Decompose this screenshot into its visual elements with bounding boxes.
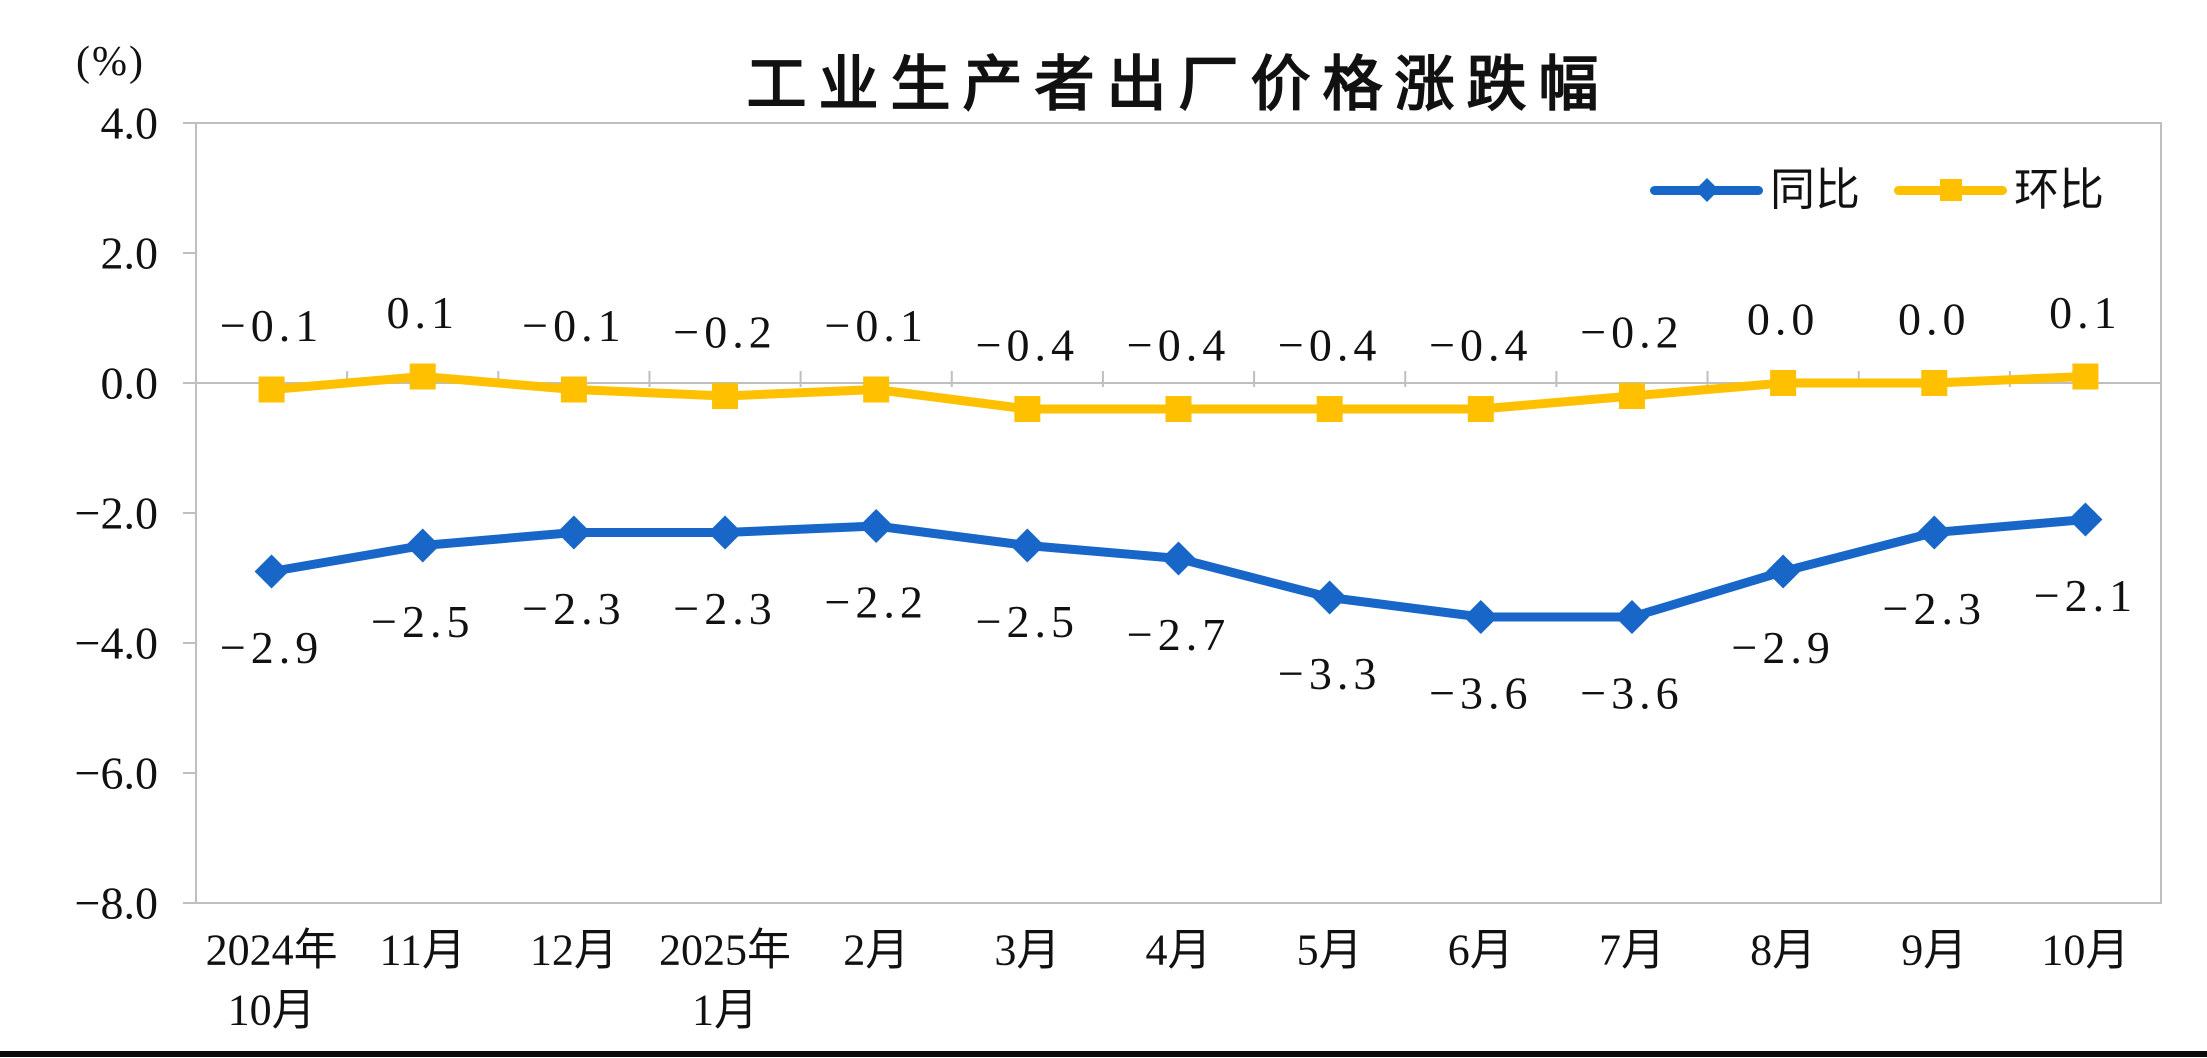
data-label-yoy: −2.5 — [371, 596, 474, 647]
data-label-mom: −0.1 — [824, 300, 927, 351]
legend-item-yoy: 同比 — [1650, 166, 1860, 214]
y-axis-tick-label: −6.0 — [75, 748, 158, 799]
x-axis-category-label: 12月 — [530, 926, 618, 975]
data-label-yoy: −3.6 — [1580, 668, 1683, 719]
data-label-mom: 0.1 — [2049, 287, 2122, 338]
x-axis-category-label: 5月 — [1297, 926, 1363, 975]
data-label-mom: −0.1 — [522, 300, 625, 351]
x-axis-category-label: 2月 — [843, 926, 909, 975]
series-marker-mom — [863, 376, 890, 403]
x-axis-category-label: 2024年 — [206, 926, 338, 975]
data-label-mom: 0.0 — [1898, 294, 1971, 345]
x-axis-category-label: 8月 — [1750, 926, 1816, 975]
series-marker-mom — [1618, 383, 1645, 409]
data-label-yoy: −2.3 — [673, 583, 776, 634]
legend-label-yoy: 同比 — [1770, 165, 1861, 215]
series-marker-yoy — [405, 528, 440, 563]
y-axis-tick-label: −8.0 — [75, 878, 158, 929]
x-axis-category-label: 3月 — [994, 926, 1060, 975]
data-label-yoy: −2.3 — [522, 583, 625, 634]
legend-diamond-icon — [1694, 177, 1719, 203]
y-axis-unit-label: (%) — [76, 39, 145, 85]
series-marker-yoy — [1917, 515, 1952, 550]
series-marker-mom — [1165, 396, 1192, 422]
series-marker-yoy — [1161, 541, 1196, 576]
series-marker-mom — [258, 376, 285, 403]
data-label-mom: −0.4 — [1429, 320, 1532, 371]
series-marker-mom — [1467, 396, 1494, 422]
legend-line-yoy — [1650, 177, 1763, 203]
series-marker-mom — [1014, 396, 1041, 422]
series-marker-yoy — [1614, 600, 1649, 634]
x-axis-category-label: 6月 — [1448, 926, 1514, 975]
x-axis-category-label: 9月 — [1901, 926, 1967, 975]
data-label-yoy: −3.3 — [1278, 648, 1381, 699]
data-label-mom: 0.0 — [1747, 294, 1820, 345]
series-marker-mom — [2072, 363, 2099, 390]
series-marker-yoy — [254, 554, 289, 589]
x-axis-category-label: 10月 — [228, 986, 316, 1035]
series-marker-mom — [1316, 396, 1343, 422]
plot-border — [195, 122, 2162, 904]
y-axis-tick-label: 2.0 — [101, 228, 159, 279]
data-label-yoy: −2.2 — [824, 577, 927, 628]
x-axis-category-label: 2025年 — [659, 926, 791, 975]
data-label-yoy: −2.9 — [220, 622, 323, 673]
data-label-mom: −0.4 — [1278, 320, 1381, 371]
legend: 同比 环比 — [1650, 166, 2104, 214]
x-axis-category-label: 10月 — [2041, 926, 2129, 975]
series-marker-yoy — [1766, 554, 1801, 589]
data-label-mom: −0.4 — [976, 320, 1079, 371]
x-axis-category-label: 1月 — [692, 986, 758, 1035]
legend-line-mom — [1894, 179, 2008, 201]
y-axis-tick-label: −2.0 — [75, 488, 158, 539]
series-marker-mom — [712, 383, 739, 409]
data-label-yoy: −2.5 — [976, 596, 1079, 647]
y-axis-tick-label: −4.0 — [75, 618, 158, 669]
chart-title: 工业生产者出厂价格涨跌幅 — [746, 52, 1611, 118]
legend-item-mom: 环比 — [1894, 166, 2104, 214]
data-label-mom: −0.4 — [1127, 320, 1230, 371]
series-marker-mom — [409, 363, 436, 390]
series-marker-yoy — [708, 515, 743, 550]
y-axis-tick-label: 0.0 — [101, 358, 159, 409]
series-marker-mom — [1921, 370, 1948, 396]
data-label-mom: 0.1 — [386, 287, 459, 338]
x-axis-category-label: 4月 — [1146, 926, 1212, 975]
series-marker-yoy — [1312, 580, 1347, 615]
series-marker-mom — [1770, 370, 1797, 396]
series-marker-mom — [560, 376, 587, 403]
legend-square-icon — [1939, 179, 1962, 201]
series-marker-yoy — [859, 509, 894, 543]
series-marker-yoy — [1010, 528, 1045, 563]
data-label-yoy: −2.1 — [2034, 570, 2137, 621]
data-label-mom: −0.2 — [673, 307, 776, 358]
window-bottom-edge — [0, 1051, 2207, 1057]
x-axis-category-label: 11月 — [380, 926, 466, 975]
data-label-yoy: −3.6 — [1429, 668, 1532, 719]
data-label-yoy: −2.7 — [1127, 609, 1230, 660]
y-axis-tick-label: 4.0 — [101, 98, 159, 149]
series-marker-yoy — [556, 515, 591, 550]
data-label-mom: −0.1 — [220, 300, 323, 351]
legend-label-mom: 环比 — [2014, 165, 2105, 215]
data-label-yoy: −2.3 — [1883, 583, 1986, 634]
data-label-yoy: −2.9 — [1731, 622, 1834, 673]
x-axis-category-label: 7月 — [1599, 926, 1665, 975]
series-marker-yoy — [1463, 600, 1498, 634]
data-label-mom: −0.2 — [1580, 307, 1683, 358]
series-marker-yoy — [2068, 502, 2103, 537]
